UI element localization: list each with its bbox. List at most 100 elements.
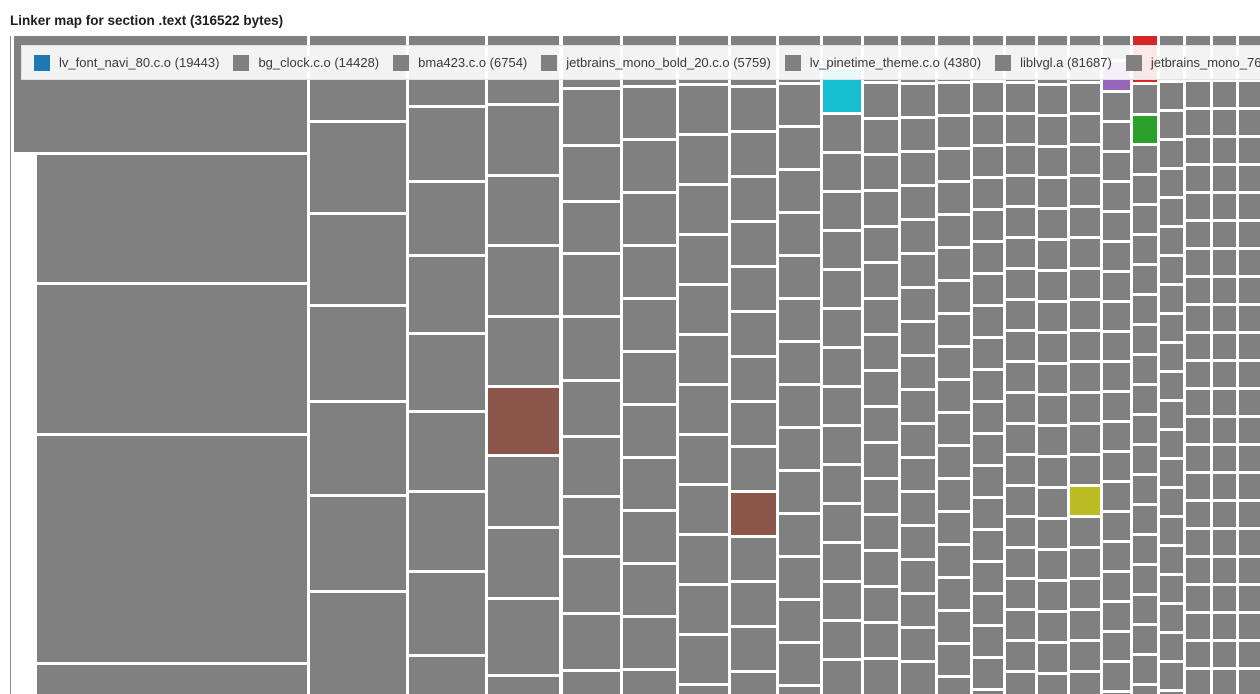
treemap-cell[interactable] bbox=[1239, 222, 1260, 247]
treemap-cell[interactable] bbox=[1133, 326, 1157, 353]
treemap-cell[interactable] bbox=[938, 216, 970, 246]
treemap-cell[interactable] bbox=[731, 448, 776, 490]
treemap-cell[interactable] bbox=[1070, 332, 1100, 360]
treemap-cell[interactable] bbox=[679, 536, 728, 583]
treemap-cell[interactable] bbox=[1133, 476, 1157, 503]
treemap-cell[interactable] bbox=[938, 348, 970, 378]
treemap-cell[interactable] bbox=[973, 307, 1003, 336]
treemap-cell[interactable] bbox=[1070, 363, 1100, 391]
treemap-cell[interactable] bbox=[901, 187, 935, 218]
treemap-cell[interactable] bbox=[1006, 611, 1035, 639]
treemap-cell[interactable] bbox=[1133, 566, 1157, 593]
treemap-cell[interactable] bbox=[901, 425, 935, 456]
treemap-cell[interactable] bbox=[938, 282, 970, 312]
treemap-cell[interactable] bbox=[901, 289, 935, 320]
treemap-cell[interactable] bbox=[1186, 278, 1210, 303]
treemap-cell[interactable] bbox=[1006, 270, 1035, 298]
treemap-cell[interactable] bbox=[1186, 82, 1210, 107]
treemap-cell[interactable] bbox=[1070, 84, 1100, 112]
treemap-cell[interactable] bbox=[409, 573, 485, 654]
treemap-cell[interactable] bbox=[823, 466, 861, 502]
treemap-cell[interactable] bbox=[1239, 614, 1260, 639]
treemap-cell[interactable] bbox=[1186, 194, 1210, 219]
treemap-cell[interactable] bbox=[938, 480, 970, 510]
treemap-cell[interactable] bbox=[1038, 427, 1067, 455]
treemap-cell[interactable] bbox=[973, 371, 1003, 400]
treemap-cell[interactable] bbox=[1006, 549, 1035, 577]
treemap-cell[interactable] bbox=[623, 671, 676, 694]
treemap-cell[interactable] bbox=[973, 147, 1003, 176]
treemap-cell[interactable] bbox=[1070, 642, 1100, 670]
treemap-cell[interactable] bbox=[1070, 208, 1100, 236]
treemap-cell[interactable] bbox=[973, 499, 1003, 528]
treemap-cell[interactable] bbox=[901, 527, 935, 558]
treemap-cell[interactable] bbox=[779, 558, 820, 598]
treemap-cell[interactable] bbox=[1186, 166, 1210, 191]
treemap-cell[interactable] bbox=[409, 657, 485, 694]
treemap-cell[interactable] bbox=[1213, 530, 1236, 555]
treemap-cell[interactable] bbox=[938, 249, 970, 279]
treemap-cell[interactable] bbox=[731, 178, 776, 220]
treemap-cell[interactable] bbox=[779, 300, 820, 340]
treemap-cell[interactable] bbox=[1133, 176, 1157, 203]
treemap-cell[interactable] bbox=[1239, 390, 1260, 415]
treemap-cell[interactable] bbox=[1070, 673, 1100, 694]
treemap-cell[interactable] bbox=[1133, 506, 1157, 533]
treemap-cell[interactable] bbox=[1070, 518, 1100, 546]
treemap-cell[interactable] bbox=[1038, 675, 1067, 694]
treemap-cell[interactable] bbox=[779, 386, 820, 426]
treemap-cell[interactable] bbox=[623, 406, 676, 456]
treemap-cell[interactable] bbox=[1213, 390, 1236, 415]
treemap-cell[interactable] bbox=[973, 339, 1003, 368]
treemap-cell[interactable] bbox=[409, 413, 485, 490]
treemap-cell[interactable] bbox=[901, 119, 935, 150]
treemap-cell[interactable] bbox=[1070, 425, 1100, 453]
treemap-cell[interactable] bbox=[310, 123, 406, 212]
treemap-cell[interactable] bbox=[1160, 576, 1183, 602]
treemap-cell[interactable] bbox=[1038, 551, 1067, 579]
treemap-cell[interactable] bbox=[310, 307, 406, 400]
treemap-cell[interactable] bbox=[1213, 278, 1236, 303]
treemap-cell[interactable] bbox=[1213, 250, 1236, 275]
treemap-cell[interactable] bbox=[1103, 183, 1130, 210]
treemap-cell[interactable] bbox=[1186, 418, 1210, 443]
treemap-cell[interactable] bbox=[901, 663, 935, 694]
treemap-cell[interactable] bbox=[1213, 362, 1236, 387]
treemap-cell[interactable] bbox=[1160, 547, 1183, 573]
treemap-cell[interactable] bbox=[864, 120, 898, 153]
treemap-cell[interactable] bbox=[1038, 179, 1067, 207]
treemap-cell[interactable] bbox=[1070, 270, 1100, 298]
treemap-cell[interactable] bbox=[1239, 642, 1260, 667]
treemap-cell[interactable] bbox=[901, 255, 935, 286]
treemap-cell[interactable] bbox=[938, 117, 970, 147]
treemap-cell[interactable] bbox=[1160, 460, 1183, 486]
treemap-cell[interactable] bbox=[1038, 582, 1067, 610]
treemap-cell[interactable] bbox=[779, 644, 820, 684]
treemap-cell[interactable] bbox=[1186, 558, 1210, 583]
treemap-cell[interactable] bbox=[679, 586, 728, 633]
treemap-cell[interactable] bbox=[1103, 333, 1130, 360]
treemap-cell[interactable] bbox=[731, 313, 776, 355]
treemap-cell[interactable] bbox=[1239, 586, 1260, 611]
treemap-cell[interactable] bbox=[901, 85, 935, 116]
treemap-cell[interactable] bbox=[563, 672, 620, 694]
treemap-cell[interactable] bbox=[1213, 138, 1236, 163]
treemap-cell[interactable] bbox=[1006, 332, 1035, 360]
treemap-cell[interactable] bbox=[731, 628, 776, 670]
treemap-cell[interactable] bbox=[1038, 334, 1067, 362]
treemap-cell[interactable] bbox=[1006, 363, 1035, 391]
treemap-cell[interactable] bbox=[1186, 334, 1210, 359]
treemap-cell-brown[interactable] bbox=[731, 493, 776, 535]
treemap-cell[interactable] bbox=[1186, 614, 1210, 639]
treemap-cell[interactable] bbox=[623, 565, 676, 615]
treemap-cell[interactable] bbox=[1103, 393, 1130, 420]
treemap-cell[interactable] bbox=[823, 544, 861, 580]
treemap-cell[interactable] bbox=[938, 315, 970, 345]
treemap-cell[interactable] bbox=[623, 618, 676, 668]
treemap-cell[interactable] bbox=[1006, 580, 1035, 608]
treemap-cell[interactable] bbox=[823, 193, 861, 229]
treemap-cell[interactable] bbox=[563, 498, 620, 555]
treemap-cell[interactable] bbox=[679, 236, 728, 283]
treemap-cell[interactable] bbox=[1070, 549, 1100, 577]
treemap-cell[interactable] bbox=[563, 255, 620, 315]
